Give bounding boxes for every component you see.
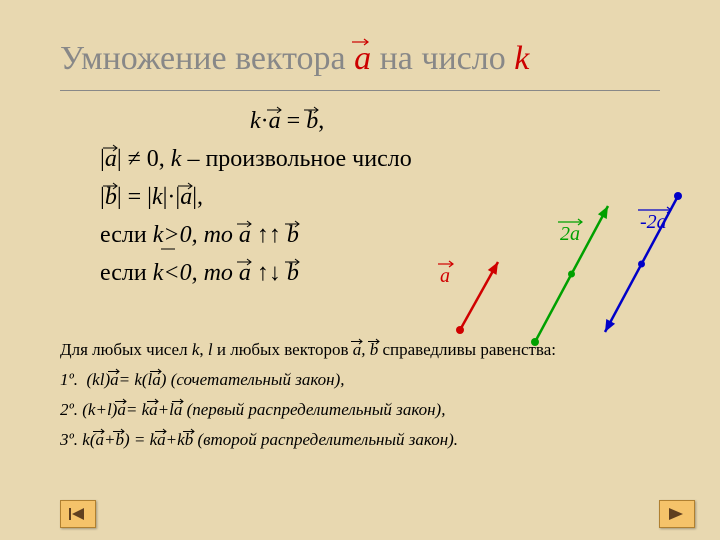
title-pre: Умножение вектора [60, 40, 354, 77]
l4-b: b [287, 260, 299, 287]
eq-dot: · [261, 108, 269, 134]
prev-icon [68, 506, 88, 522]
svg-text:2a: 2a [560, 223, 580, 245]
title-rule [60, 90, 660, 91]
cond-line-3: если k>0, то а ↑↑ b [100, 222, 299, 249]
slide-title: Умножение вектора а на число k [60, 40, 529, 78]
l4-a: а [239, 260, 251, 287]
svg-text:-2a: -2a [640, 211, 667, 233]
eq-a: a [269, 108, 281, 135]
title-vec-a: а [354, 40, 371, 78]
l3-a: а [239, 222, 251, 249]
vector-svg: a 2a -2a [430, 180, 690, 350]
eq-comma: , [318, 108, 324, 134]
footer-intro: Для любых чисел k, l и любых векторов а,… [60, 340, 556, 360]
l1-a: a [105, 146, 117, 173]
footer-law-3: 3º. k(a+b) = ka+kb (второй распределител… [60, 430, 458, 450]
equation-line: k·a = b, [250, 108, 324, 135]
eq-b: b [306, 108, 318, 135]
cond-line-4: если k<0, то а ↑↓ b [100, 260, 299, 287]
l2-a: a [180, 184, 192, 211]
title-a-char: а [354, 40, 371, 77]
eq-eq: = [281, 108, 307, 134]
title-mid: на число [371, 40, 514, 77]
eq-k: k [250, 108, 261, 134]
footer-law-1: 1º. (kl)a= k(la) (сочетательный закон), [60, 370, 344, 390]
l1-k: k [171, 146, 182, 172]
next-slide-button[interactable] [659, 500, 695, 528]
vector-diagram: a 2a -2a [430, 180, 690, 350]
prev-slide-button[interactable] [60, 500, 96, 528]
footer-law-2: 2º. (k+l)a= ka+la (первый распределитель… [60, 400, 445, 420]
svg-text:a: a [440, 265, 450, 287]
f0-b: b [370, 340, 379, 360]
cond-line-1: |a| ≠ 0, k – произвольное число [100, 146, 412, 173]
next-icon [667, 506, 687, 522]
title-k: k [514, 40, 529, 77]
f0-a: а [353, 340, 362, 360]
l2-b: b [105, 184, 117, 211]
cond-line-2: |b| = |k|·|a|, [100, 184, 203, 211]
l3-b: b [287, 222, 299, 249]
